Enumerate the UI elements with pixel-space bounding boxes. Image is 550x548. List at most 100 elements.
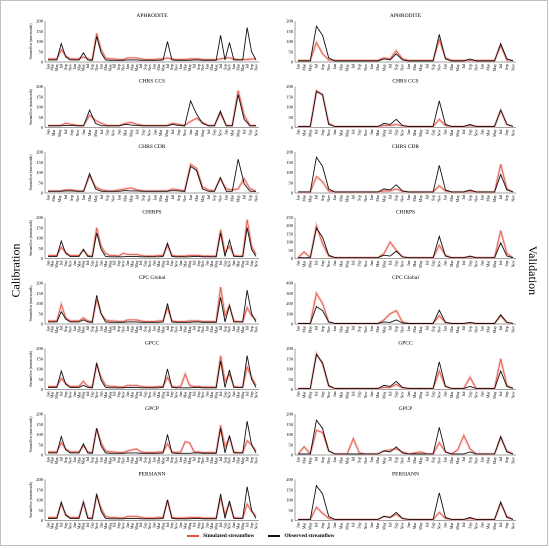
x-tick-label: Nov <box>437 195 442 202</box>
x-tick-label: Mar <box>103 456 108 463</box>
x-tick-label: Jan <box>406 326 411 331</box>
x-tick-label: Sep <box>116 261 121 267</box>
x-tick-label: Sep <box>430 392 435 398</box>
x-tick-label: Nov <box>510 130 515 137</box>
x-tick-label: Jul <box>498 194 503 200</box>
x-tick-label: May <box>134 64 139 71</box>
y-tick-label: 150 <box>36 487 44 492</box>
x-tick-label: Nov <box>437 130 442 137</box>
simulated-band <box>297 428 514 457</box>
x-tick-label: Jul <box>461 391 466 397</box>
x-tick-label: May <box>187 392 192 399</box>
x-tick-label: Sep <box>504 64 509 70</box>
x-tick-label: Sep <box>90 523 95 529</box>
x-tick-label: May <box>134 523 139 530</box>
x-tick-label: Jan <box>45 392 50 397</box>
x-tick-label: Jan <box>369 392 374 397</box>
x-tick-label: Jul <box>351 63 356 69</box>
x-tick-label: Nov <box>473 523 478 530</box>
simulated-series-line <box>48 33 256 60</box>
x-tick-label: Mar <box>338 391 343 398</box>
x-tick-label: Mar <box>182 325 187 332</box>
x-tick-label: Sep <box>504 130 509 136</box>
x-tick-label: May <box>492 392 497 399</box>
x-tick-label: Jan <box>406 64 411 69</box>
y-tick-label: 100 <box>286 432 294 437</box>
x-tick-label: Jul <box>424 391 429 397</box>
x-tick-label: Nov <box>363 64 368 71</box>
x-tick-label: Jan <box>295 64 300 69</box>
x-tick-label: May <box>57 130 62 137</box>
x-tick-label: Mar <box>103 325 108 332</box>
y-tick-label: 100 <box>36 498 44 503</box>
x-tick-label: Jul <box>461 63 466 69</box>
x-tick-label: Jul <box>112 391 117 397</box>
x-tick-label: Mar <box>156 456 161 463</box>
x-tick-label: Sep <box>394 261 399 267</box>
x-tick-label: May <box>455 523 460 530</box>
x-tick-label: Jul <box>165 63 170 69</box>
x-tick-label: May <box>213 457 218 464</box>
y-tick-label: 0 <box>41 322 44 327</box>
x-tick-label: Nov <box>363 392 368 399</box>
x-tick-label: Jul <box>387 391 392 397</box>
simulated-series-line <box>48 219 257 257</box>
x-tick-label: Mar <box>236 522 241 529</box>
x-tick-label: Jan <box>332 457 337 462</box>
x-tick-label: Sep <box>169 326 174 332</box>
x-tick-label: Jul <box>498 129 503 135</box>
x-tick-label: Jan <box>152 261 157 266</box>
y-tick-label: 100 <box>286 105 294 110</box>
x-tick-label: Nov <box>200 326 205 333</box>
y-tick-label: 50 <box>289 377 294 382</box>
y-tick-label: 50 <box>289 115 294 120</box>
x-tick-label: Nov <box>94 261 99 268</box>
x-tick-label: Mar <box>156 391 161 398</box>
x-tick-label: Jul <box>85 522 90 528</box>
x-tick-label: Sep <box>212 130 217 136</box>
x-tick-label: Nov <box>510 457 515 464</box>
observed-series-line <box>298 227 514 259</box>
y-tick-label: 50 <box>39 115 44 120</box>
simulated-band <box>48 90 256 127</box>
simulated-series-line <box>298 352 514 389</box>
y-tick-label: 150 <box>36 422 44 427</box>
panel-title: CHRS CDR <box>138 144 165 150</box>
x-tick-label: Sep <box>247 130 252 136</box>
x-tick-label: Mar <box>156 260 161 267</box>
x-tick-label: May <box>134 457 139 464</box>
x-tick-label: Jul <box>138 63 143 69</box>
y-tick-label: 50 <box>289 49 294 54</box>
x-tick-label: Jul <box>134 129 139 135</box>
x-tick-label: Sep <box>394 64 399 70</box>
x-tick-label: Mar <box>156 522 161 529</box>
x-tick-label: Jul <box>206 194 211 200</box>
x-tick-label: May <box>129 195 134 202</box>
x-tick-label: Jul <box>99 129 104 135</box>
x-tick-label: Jan <box>332 392 337 397</box>
x-tick-label: Mar <box>449 391 454 398</box>
x-tick-label: Jan <box>205 457 210 462</box>
x-tick-label: Mar <box>375 194 380 201</box>
x-tick-label: May <box>455 326 460 333</box>
x-tick-label: Nov <box>326 64 331 71</box>
x-tick-label: Nov <box>218 195 223 202</box>
x-tick-label: Sep <box>467 64 472 70</box>
x-tick-label: Jan <box>480 130 485 135</box>
x-tick-label: Sep <box>143 457 148 463</box>
x-tick-label: Sep <box>467 326 472 332</box>
x-tick-label: Nov <box>67 523 72 530</box>
x-tick-label: Jan <box>72 457 77 462</box>
x-tick-label: Nov <box>174 392 179 399</box>
x-tick-label: Nov <box>147 326 152 333</box>
x-tick-label: Sep <box>222 261 227 267</box>
x-tick-label: Nov <box>182 130 187 137</box>
x-tick-label: Sep <box>176 195 181 201</box>
x-tick-label: Jul <box>63 129 68 135</box>
x-tick-label: Nov <box>253 261 258 268</box>
x-tick-label: Mar <box>338 456 343 463</box>
y-tick-label: 50 <box>39 508 44 513</box>
x-tick-label: Sep <box>504 326 509 332</box>
x-tick-label: Jan <box>443 64 448 69</box>
